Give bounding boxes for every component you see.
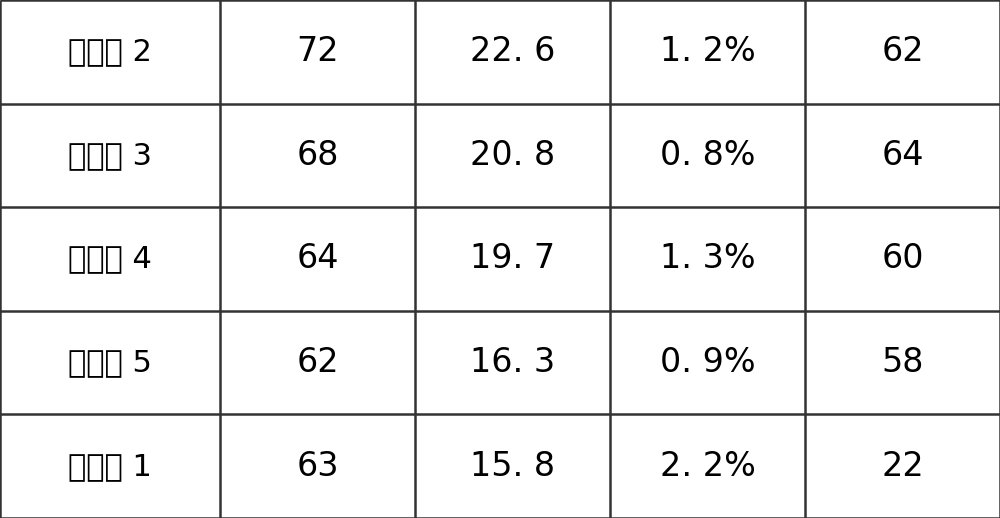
Text: 0. 8%: 0. 8%	[660, 139, 755, 172]
Text: 1. 3%: 1. 3%	[660, 242, 755, 276]
Text: 2. 2%: 2. 2%	[660, 450, 755, 483]
Text: 15. 8: 15. 8	[470, 450, 555, 483]
Text: 1. 2%: 1. 2%	[660, 35, 755, 68]
Text: 58: 58	[881, 346, 924, 379]
Text: 64: 64	[296, 242, 339, 276]
Text: 60: 60	[881, 242, 924, 276]
Text: 22. 6: 22. 6	[470, 35, 555, 68]
Text: 19. 7: 19. 7	[470, 242, 555, 276]
Text: 实施例 3: 实施例 3	[68, 141, 152, 170]
Text: 62: 62	[296, 346, 339, 379]
Text: 68: 68	[296, 139, 339, 172]
Text: 实施例 5: 实施例 5	[68, 348, 152, 377]
Text: 22: 22	[881, 450, 924, 483]
Text: 20. 8: 20. 8	[470, 139, 555, 172]
Text: 64: 64	[881, 139, 924, 172]
Text: 16. 3: 16. 3	[470, 346, 555, 379]
Text: 对比例 1: 对比例 1	[68, 452, 152, 481]
Text: 0. 9%: 0. 9%	[660, 346, 755, 379]
Text: 72: 72	[296, 35, 339, 68]
Text: 实施例 4: 实施例 4	[68, 244, 152, 274]
Text: 62: 62	[881, 35, 924, 68]
Text: 实施例 2: 实施例 2	[68, 37, 152, 66]
Text: 63: 63	[296, 450, 339, 483]
